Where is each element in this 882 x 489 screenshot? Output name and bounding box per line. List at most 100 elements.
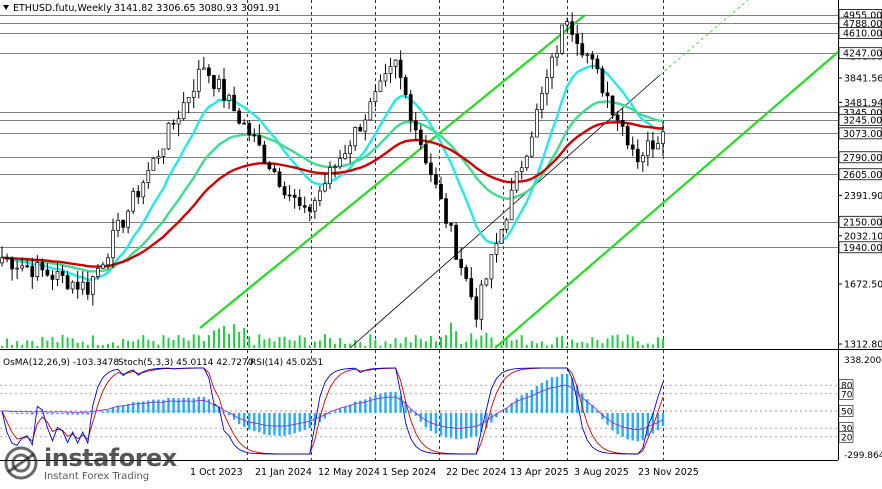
level-price-label: 2790.00 (843, 153, 882, 164)
volume-bar (622, 341, 624, 348)
candle-body (556, 53, 559, 57)
price-tick-label: 3841.56 (844, 74, 882, 85)
candle-body (298, 197, 301, 205)
candle-body (500, 229, 503, 243)
osma-bar (470, 413, 472, 437)
date-label: 13 Apr 2025 (510, 467, 569, 478)
candle-body (197, 69, 200, 91)
candle-body (26, 266, 29, 267)
level-price-label: 4247.00 (843, 49, 882, 60)
candle-body (424, 145, 427, 163)
osma-bar (167, 398, 169, 413)
stoch-label: Stoch(5,3,3) 45.0114 42.7270 (118, 358, 254, 368)
candle-body (172, 123, 175, 124)
volume-bar (379, 346, 381, 348)
volume-bar (178, 335, 180, 348)
candle-body (162, 149, 165, 156)
candle-body (460, 259, 463, 267)
watermark-brand: instaforex (44, 444, 177, 472)
candle-body (561, 25, 564, 53)
volume-bar (193, 334, 195, 348)
candle-body (248, 123, 251, 135)
volume-bar (571, 340, 573, 348)
osma-bar (626, 413, 628, 440)
osma-bar (465, 413, 467, 438)
candle-body (419, 130, 422, 145)
osma-bar (324, 413, 326, 419)
osma-bar (66, 413, 68, 415)
volume-bar (662, 339, 664, 348)
candle-body (394, 60, 397, 66)
instaforex-logo-icon (4, 446, 38, 480)
volume-bar (561, 336, 563, 348)
volume-bar (142, 335, 144, 348)
osma-bar (82, 413, 84, 415)
candle-body (540, 93, 543, 109)
level-price-label: 2605.00 (843, 170, 882, 181)
level-price-label: 3245.00 (843, 115, 882, 126)
osma-bar (288, 413, 290, 435)
volume-bar (243, 328, 245, 348)
volume-bar (652, 344, 654, 348)
volume-bar (410, 342, 412, 348)
volume-bar (425, 341, 427, 348)
volume-bar (238, 332, 240, 348)
volume-bar (36, 346, 38, 348)
volume-bar (551, 344, 553, 348)
candle-body (86, 282, 89, 294)
candle-body (66, 276, 69, 289)
candle-body (480, 285, 483, 319)
level-price-label: 2150.00 (843, 217, 882, 228)
candle-body (626, 126, 629, 145)
osma-bar (268, 413, 270, 436)
osma-bar (445, 413, 447, 438)
volume-bar (501, 344, 503, 348)
osma-bar (203, 397, 205, 413)
candle-body (16, 268, 19, 269)
symbol-title: ETHUSD.futu,Weekly (13, 3, 112, 14)
osma-bar (546, 380, 548, 413)
candle-body (278, 172, 281, 187)
volume-bar (117, 346, 119, 348)
volume-bar (430, 336, 432, 348)
candle-body (591, 55, 594, 59)
candle-body (182, 103, 185, 119)
volume-bar (82, 342, 84, 348)
osma-bar (299, 413, 301, 432)
volume-bar (263, 339, 265, 348)
volume-bar (183, 338, 185, 348)
candle-body (646, 141, 649, 156)
date-label: 22 Dec 2024 (446, 467, 507, 478)
osma-bar (475, 413, 477, 436)
candle-body (566, 22, 569, 25)
osma-bar (566, 374, 568, 413)
candle-body (328, 168, 331, 184)
candle-body (354, 127, 357, 145)
candle-body (550, 57, 553, 78)
volume-bar (62, 335, 64, 348)
volume-bar (566, 346, 568, 348)
osma-bar (71, 413, 73, 415)
osma-bar (182, 398, 184, 413)
osma-bar (187, 398, 189, 413)
osma-bar (339, 409, 341, 413)
osma-bar (515, 398, 517, 413)
candle-body (636, 149, 639, 162)
volume-bar (284, 337, 286, 348)
candle-body (581, 44, 584, 55)
candle-body (303, 206, 306, 208)
candle-body (228, 95, 231, 100)
volume-bar (591, 337, 593, 348)
candle-body (318, 191, 321, 201)
volume-bar (475, 339, 477, 348)
candle-body (323, 184, 326, 191)
candle-body (147, 170, 150, 182)
volume-bar (304, 337, 306, 348)
volume-bar (147, 340, 149, 348)
candle-body (369, 102, 372, 120)
volume-bar (470, 333, 472, 348)
volume-bar (511, 341, 513, 348)
candle-body (515, 172, 518, 190)
